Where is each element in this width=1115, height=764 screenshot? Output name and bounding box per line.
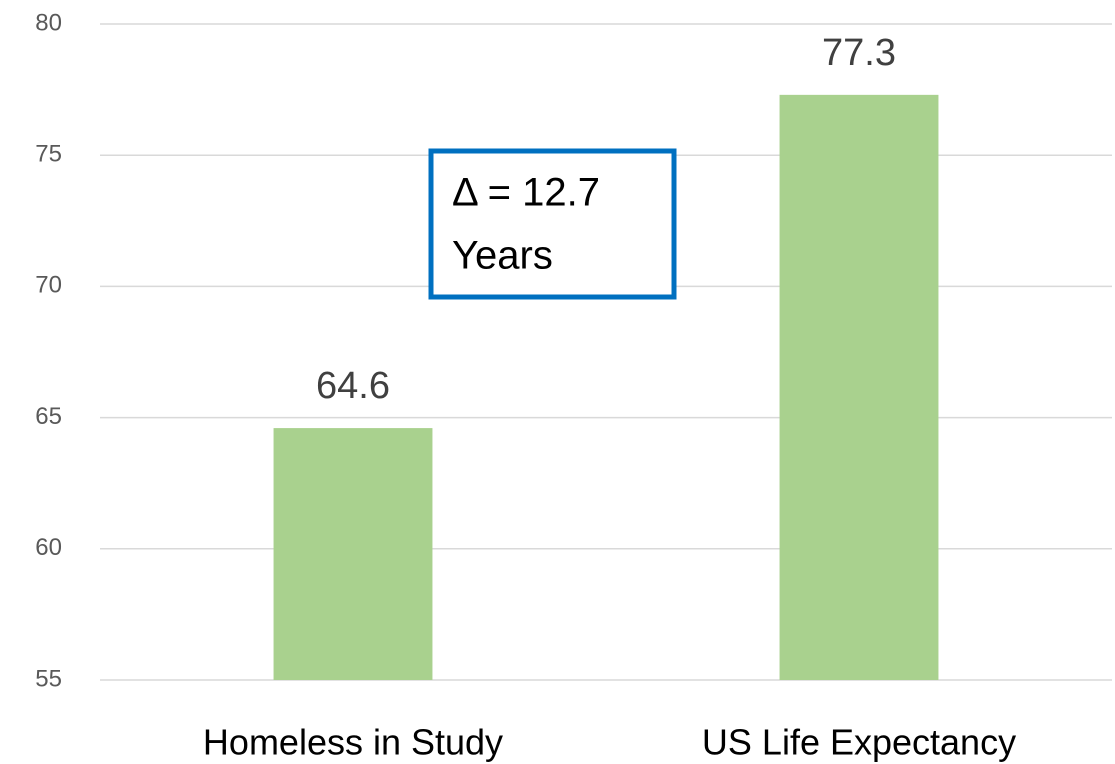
y-tick-label: 60 (35, 534, 62, 561)
annotation-line: Years (452, 234, 553, 278)
x-tick-label: US Life Expectancy (702, 722, 1016, 763)
bar (779, 94, 939, 680)
y-tick-label: 65 (35, 403, 62, 430)
y-tick-label: 70 (35, 272, 62, 299)
bar (273, 428, 433, 680)
x-tick-label: Homeless in Study (203, 722, 503, 763)
y-tick-label: 55 (35, 665, 62, 692)
data-label: 64.6 (316, 365, 390, 407)
y-tick-label: 80 (35, 9, 62, 36)
y-tick-label: 75 (35, 141, 62, 168)
annotation-box (428, 148, 677, 300)
annotation-line: Δ = 12.7 (452, 171, 600, 215)
data-label: 77.3 (822, 32, 896, 74)
